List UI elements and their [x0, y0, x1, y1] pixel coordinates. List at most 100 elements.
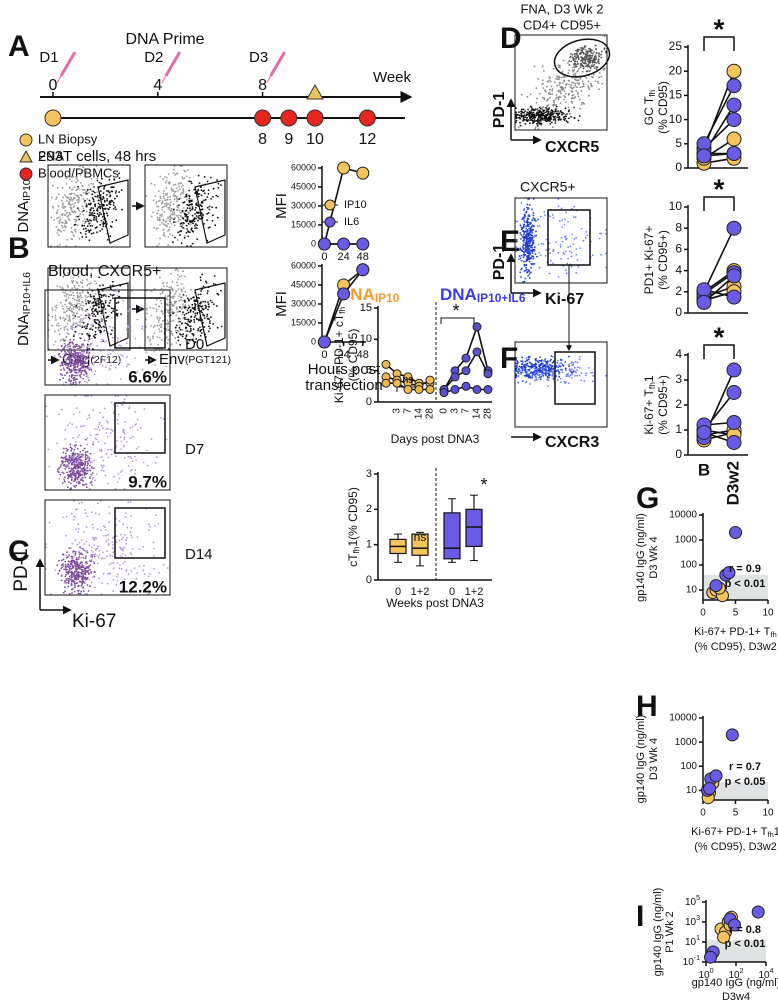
event-dot — [84, 317, 87, 319]
event-dot — [517, 126, 520, 129]
event-dot — [97, 206, 100, 209]
event-dot — [155, 202, 158, 205]
event-dot — [126, 326, 129, 329]
event-dot — [527, 255, 529, 257]
event-dot — [176, 195, 178, 198]
event-dot — [75, 194, 77, 197]
event-dot — [185, 175, 188, 178]
event-dot — [86, 308, 89, 311]
event-dot — [79, 562, 82, 565]
event-dot — [520, 254, 523, 257]
event-dot — [551, 365, 554, 367]
event-dot — [158, 217, 161, 219]
event-dot — [541, 113, 544, 116]
event-dot — [552, 248, 555, 251]
event-dot — [176, 311, 179, 314]
event-dot — [74, 315, 77, 318]
event-dot — [73, 210, 76, 213]
event-dot — [170, 303, 173, 305]
event-dot — [79, 374, 81, 377]
event-dot — [558, 373, 560, 375]
event-dot — [84, 295, 87, 297]
event-dot — [202, 300, 205, 303]
event-dot — [182, 270, 185, 273]
event-dot — [71, 231, 74, 234]
event-dot — [75, 383, 77, 385]
event-dot — [196, 224, 199, 227]
event-dot — [69, 345, 71, 348]
event-dot — [88, 544, 91, 547]
axis-label: Env(PGT121) — [159, 351, 231, 368]
event-dot — [68, 309, 71, 312]
event-dot — [156, 245, 159, 247]
event-dot — [183, 201, 186, 203]
event-dot — [536, 373, 539, 375]
event-dot — [541, 79, 544, 82]
event-dot — [548, 376, 550, 379]
event-dot — [193, 300, 196, 303]
event-dot — [575, 248, 578, 251]
event-dot — [205, 305, 208, 308]
event-dot — [73, 376, 76, 379]
event-dot — [220, 325, 223, 328]
event-dot — [515, 107, 517, 109]
event-dot — [177, 216, 180, 219]
event-dot — [133, 567, 136, 570]
event-dot — [88, 192, 90, 194]
event-dot — [64, 362, 67, 365]
event-dot — [83, 218, 86, 220]
event-dot — [146, 312, 148, 315]
event-dot — [156, 317, 159, 320]
event-dot — [565, 120, 568, 123]
plot-frame — [144, 164, 228, 248]
event-dot — [162, 563, 165, 566]
event-dot — [124, 516, 127, 519]
event-dot — [63, 194, 66, 196]
event-dot — [47, 448, 50, 451]
event-dot — [69, 206, 72, 209]
event-dot — [66, 329, 69, 331]
event-dot — [89, 328, 91, 331]
event-dot — [77, 371, 80, 374]
event-dot — [84, 395, 86, 397]
event-dot — [204, 198, 207, 201]
event-dot — [158, 336, 161, 339]
event-dot — [91, 328, 94, 331]
event-dot — [62, 558, 65, 561]
event-dot — [91, 225, 94, 227]
event-dot — [59, 327, 62, 330]
event-dot — [70, 572, 73, 575]
event-dot — [159, 195, 162, 198]
event-dot — [125, 365, 128, 368]
event-dot — [57, 228, 60, 231]
event-dot — [515, 119, 518, 122]
event-dot — [565, 250, 567, 253]
event-dot — [172, 184, 175, 186]
event-dot — [77, 461, 80, 464]
event-dot — [64, 582, 67, 585]
event-dot — [64, 221, 67, 224]
event-dot — [68, 351, 71, 354]
event-dot — [574, 60, 577, 63]
event-dot — [87, 340, 90, 343]
event-dot — [167, 230, 170, 232]
event-dot — [555, 94, 558, 96]
event-dot — [69, 338, 71, 341]
event-dot — [86, 225, 89, 228]
event-dot — [537, 243, 540, 246]
event-dot — [107, 304, 109, 307]
event-dot — [79, 455, 82, 458]
event-dot — [96, 311, 99, 314]
event-dot — [100, 557, 103, 560]
event-dot — [75, 281, 78, 283]
event-dot — [550, 113, 553, 116]
event-dot — [96, 528, 99, 531]
event-dot — [529, 233, 532, 236]
event-dot — [165, 297, 168, 300]
event-dot — [571, 233, 574, 236]
event-dot — [157, 209, 160, 212]
event-dot — [556, 96, 558, 99]
event-dot — [167, 196, 169, 199]
event-dot — [114, 206, 117, 209]
event-dot — [90, 190, 93, 193]
